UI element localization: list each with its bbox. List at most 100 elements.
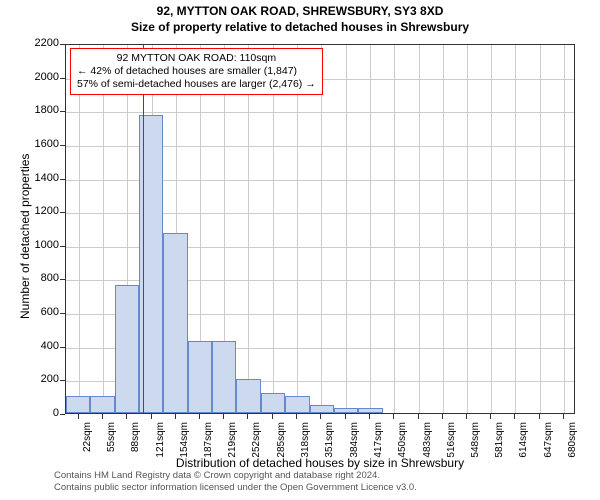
ytick-label: 1400 <box>27 172 59 184</box>
ytick-mark <box>60 44 65 45</box>
histogram-bar <box>66 396 90 413</box>
ytick-label: 1800 <box>27 104 59 116</box>
histogram-bar <box>334 408 358 413</box>
annotation-box: 92 MYTTON OAK ROAD: 110sqm ← 42% of deta… <box>70 48 323 95</box>
gridline-v <box>103 45 104 413</box>
histogram-bar <box>358 408 382 413</box>
gridline-v <box>443 45 444 413</box>
gridline-h <box>66 112 574 113</box>
xtick-label: 680sqm <box>567 422 578 472</box>
gridline-v <box>79 45 80 413</box>
gridline-v <box>540 45 541 413</box>
ytick-label: 400 <box>27 340 59 352</box>
xtick-label: 318sqm <box>300 422 311 472</box>
ytick-label: 800 <box>27 272 59 284</box>
histogram-bar <box>212 341 236 413</box>
xtick-label: 285sqm <box>276 422 287 472</box>
footer-attribution: Contains HM Land Registry data © Crown c… <box>54 470 417 495</box>
ytick-mark <box>60 414 65 415</box>
gridline-v <box>491 45 492 413</box>
xtick-mark <box>345 414 346 419</box>
gridline-v <box>248 45 249 413</box>
footer-line2: Contains public sector information licen… <box>54 482 417 494</box>
xtick-label: 450sqm <box>397 422 408 472</box>
histogram-bar <box>188 341 212 413</box>
xtick-label: 417sqm <box>373 422 384 472</box>
ytick-mark <box>60 279 65 280</box>
xtick-label: 647sqm <box>543 422 554 472</box>
xtick-label: 384sqm <box>349 422 360 472</box>
chart-plot-area <box>65 44 575 414</box>
histogram-bar <box>163 233 187 413</box>
xtick-mark <box>490 414 491 419</box>
gridline-v <box>467 45 468 413</box>
ytick-mark <box>60 246 65 247</box>
histogram-bar <box>285 396 309 413</box>
xtick-mark <box>320 414 321 419</box>
xtick-label: 548sqm <box>470 422 481 472</box>
ytick-mark <box>60 78 65 79</box>
ytick-label: 1600 <box>27 138 59 150</box>
ytick-label: 200 <box>27 373 59 385</box>
ytick-mark <box>60 145 65 146</box>
xtick-mark <box>223 414 224 419</box>
xtick-label: 351sqm <box>324 422 335 472</box>
ytick-label: 0 <box>27 407 59 419</box>
ytick-mark <box>60 313 65 314</box>
xtick-mark <box>466 414 467 419</box>
annotation-line3: 57% of semi-detached houses are larger (… <box>77 78 316 91</box>
chart-title-line2: Size of property relative to detached ho… <box>0 20 600 34</box>
xtick-mark <box>151 414 152 419</box>
xtick-label: 154sqm <box>179 422 190 472</box>
ytick-label: 2200 <box>27 37 59 49</box>
gridline-v <box>419 45 420 413</box>
xtick-mark <box>393 414 394 419</box>
xtick-mark <box>442 414 443 419</box>
gridline-v <box>394 45 395 413</box>
histogram-bar <box>236 379 260 413</box>
annotation-line1: 92 MYTTON OAK ROAD: 110sqm <box>77 52 316 65</box>
xtick-mark <box>78 414 79 419</box>
ytick-mark <box>60 347 65 348</box>
histogram-bar <box>310 405 334 413</box>
ytick-mark <box>60 111 65 112</box>
ytick-label: 1200 <box>27 205 59 217</box>
xtick-mark <box>102 414 103 419</box>
ytick-mark <box>60 179 65 180</box>
xtick-mark <box>514 414 515 419</box>
gridline-v <box>273 45 274 413</box>
ytick-label: 2000 <box>27 71 59 83</box>
xtick-mark <box>175 414 176 419</box>
gridline-v <box>346 45 347 413</box>
gridline-v <box>515 45 516 413</box>
ytick-label: 600 <box>27 306 59 318</box>
xtick-label: 581sqm <box>494 422 505 472</box>
xtick-mark <box>418 414 419 419</box>
xtick-label: 483sqm <box>422 422 433 472</box>
ytick-mark <box>60 212 65 213</box>
xtick-mark <box>539 414 540 419</box>
gridline-v <box>321 45 322 413</box>
histogram-bar <box>261 393 285 413</box>
ytick-label: 1000 <box>27 239 59 251</box>
xtick-label: 219sqm <box>227 422 238 472</box>
xtick-mark <box>369 414 370 419</box>
gridline-v <box>297 45 298 413</box>
xtick-label: 614sqm <box>518 422 529 472</box>
xtick-label: 22sqm <box>82 422 93 472</box>
xtick-mark <box>126 414 127 419</box>
histogram-bar <box>115 285 139 413</box>
histogram-bar <box>90 396 114 413</box>
xtick-mark <box>199 414 200 419</box>
annotation-line2: ← 42% of detached houses are smaller (1,… <box>77 65 316 78</box>
xtick-label: 187sqm <box>203 422 214 472</box>
xtick-label: 252sqm <box>251 422 262 472</box>
xtick-label: 121sqm <box>155 422 166 472</box>
gridline-v <box>564 45 565 413</box>
chart-title-line1: 92, MYTTON OAK ROAD, SHREWSBURY, SY3 8XD <box>0 4 600 18</box>
ytick-mark <box>60 380 65 381</box>
xtick-mark <box>563 414 564 419</box>
xtick-label: 55sqm <box>106 422 117 472</box>
xtick-label: 516sqm <box>446 422 457 472</box>
xtick-mark <box>296 414 297 419</box>
